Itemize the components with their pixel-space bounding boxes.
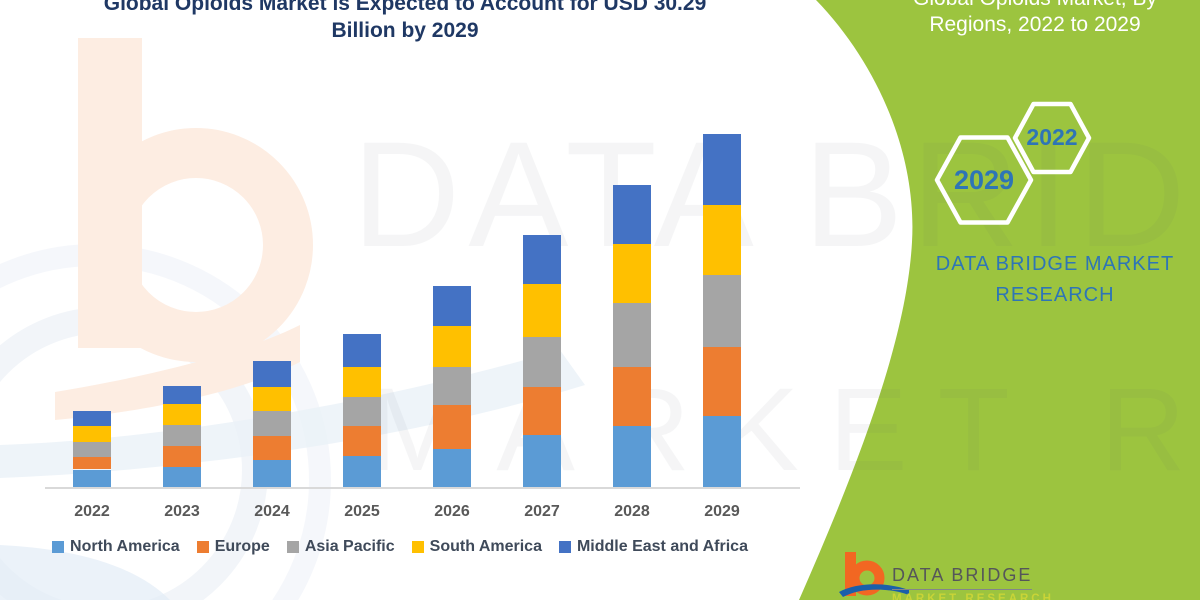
legend-swatch-icon: [196, 541, 209, 553]
bar-segment-europe-2022: [73, 456, 111, 470]
data-bridge-logo-icon: [839, 552, 909, 597]
bar-segment-north-america-2023: [163, 467, 201, 487]
x-axis-label-2026: 2026: [434, 503, 470, 520]
x-axis-label-2028: 2028: [614, 503, 650, 520]
legend-label: Europe: [214, 538, 270, 555]
side-panel-heading-line2: Regions, 2022 to 2029: [929, 13, 1141, 36]
chart-title-line1: Global Opioids Market is Expected to Acc…: [103, 0, 707, 15]
bar-segment-asia-pacific-2024: [253, 411, 291, 436]
bar-segment-middle-east-and-africa-2028: [613, 185, 651, 245]
bar-segment-middle-east-and-africa-2022: [73, 411, 111, 427]
bar-segment-middle-east-and-africa-2027: [523, 235, 561, 285]
side-panel-heading-line1: Global Opioids Market, By: [870, 0, 1200, 12]
legend-item-north-america: North America: [52, 538, 180, 556]
footer-logo-text: DATA BRIDGE MARKET RESEARCH: [892, 565, 1054, 600]
bar-segment-europe-2024: [253, 435, 291, 461]
bar-segment-south-america-2027: [523, 284, 561, 337]
bar-segment-asia-pacific-2023: [163, 425, 201, 447]
bar-segment-europe-2026: [433, 405, 471, 449]
x-axis-line: [45, 487, 800, 489]
legend-swatch-icon: [52, 541, 65, 553]
legend-swatch-icon: [411, 541, 424, 553]
bar-segment-middle-east-and-africa-2026: [433, 286, 471, 327]
bar-segment-middle-east-and-africa-2029: [703, 133, 741, 205]
hexagon-large-outline: [934, 135, 1034, 225]
side-panel-brand-line2: RESEARCH: [995, 284, 1115, 306]
bar-segment-europe-2023: [163, 446, 201, 468]
legend-swatch-icon: [286, 541, 299, 553]
bar-segment-europe-2028: [613, 366, 651, 427]
bar-segment-north-america-2024: [253, 460, 291, 487]
hexagon-year-2022: 2022: [1026, 124, 1078, 150]
bar-segment-north-america-2026: [433, 448, 471, 487]
bar-segment-north-america-2029: [703, 415, 741, 487]
bar-segment-north-america-2022: [73, 469, 111, 487]
bar-segment-middle-east-and-africa-2025: [343, 334, 381, 367]
legend-item-asia-pacific: Asia Pacific: [286, 538, 395, 556]
bar-segment-europe-2025: [343, 426, 381, 456]
bar-segment-asia-pacific-2025: [343, 397, 381, 427]
bar-segment-south-america-2025: [343, 366, 381, 398]
bar-segment-europe-2029: [703, 347, 741, 416]
legend-label: Asia Pacific: [304, 538, 395, 555]
chart-legend: North America Europe Asia Pacific South Ame…: [0, 538, 800, 556]
bar-segment-asia-pacific-2027: [523, 336, 561, 387]
x-axis-label-2023: 2023: [164, 503, 200, 520]
x-axis-label-2025: 2025: [344, 503, 380, 520]
legend-label: North America: [70, 538, 180, 555]
legend-item-europe: Europe: [196, 538, 270, 556]
side-panel-brand: DATA BRIDGE MARKET RESEARCH: [915, 249, 1195, 311]
bar-segment-europe-2027: [523, 386, 561, 435]
bar-segment-north-america-2028: [613, 426, 651, 487]
bar-segment-asia-pacific-2029: [703, 274, 741, 348]
x-axis-label-2027: 2027: [524, 503, 560, 520]
x-axis-label-2024: 2024: [254, 503, 290, 520]
hexagon-year-2029: 2029: [953, 165, 1015, 195]
legend-label: South America: [429, 538, 542, 555]
bar-segment-asia-pacific-2022: [73, 441, 111, 457]
footer-logo-title: DATA BRIDGE: [892, 565, 1033, 590]
chart-title: Global Opioids Market is Expected to Acc…: [35, 0, 775, 44]
legend-label: Middle East and Africa: [576, 538, 748, 555]
x-axis-label-2022: 2022: [74, 503, 110, 520]
bar-segment-north-america-2027: [523, 434, 561, 487]
bar-segment-south-america-2022: [73, 426, 111, 442]
x-axis-label-2029: 2029: [704, 503, 740, 520]
bar-segment-south-america-2029: [703, 204, 741, 275]
footer-logo-subtitle: MARKET RESEARCH: [892, 593, 1054, 600]
stacked-bar-chart: 2022 2023 2024 2025 2026 2027 2028 2029: [45, 133, 800, 520]
legend-item-middle-east-and-africa: Middle East and Africa: [558, 538, 748, 556]
bar-segment-north-america-2025: [343, 455, 381, 487]
chart-title-line2: Billion by 2029: [331, 19, 479, 42]
bar-segment-south-america-2024: [253, 386, 291, 412]
legend-item-south-america: South America: [411, 538, 542, 556]
bar-segment-south-america-2023: [163, 404, 201, 426]
hexagon-small-outline: [1012, 101, 1092, 175]
bar-segment-south-america-2028: [613, 244, 651, 303]
bar-segment-middle-east-and-africa-2024: [253, 361, 291, 387]
legend-swatch-icon: [558, 541, 571, 553]
side-panel-brand-line1: DATA BRIDGE MARKET: [935, 253, 1175, 275]
side-panel-heading: Global Opioids Market, By Regions, 2022 …: [870, 0, 1200, 38]
bar-segment-asia-pacific-2028: [613, 302, 651, 367]
bar-segment-south-america-2026: [433, 326, 471, 367]
bar-segment-asia-pacific-2026: [433, 366, 471, 406]
bar-segment-middle-east-and-africa-2023: [163, 385, 201, 405]
